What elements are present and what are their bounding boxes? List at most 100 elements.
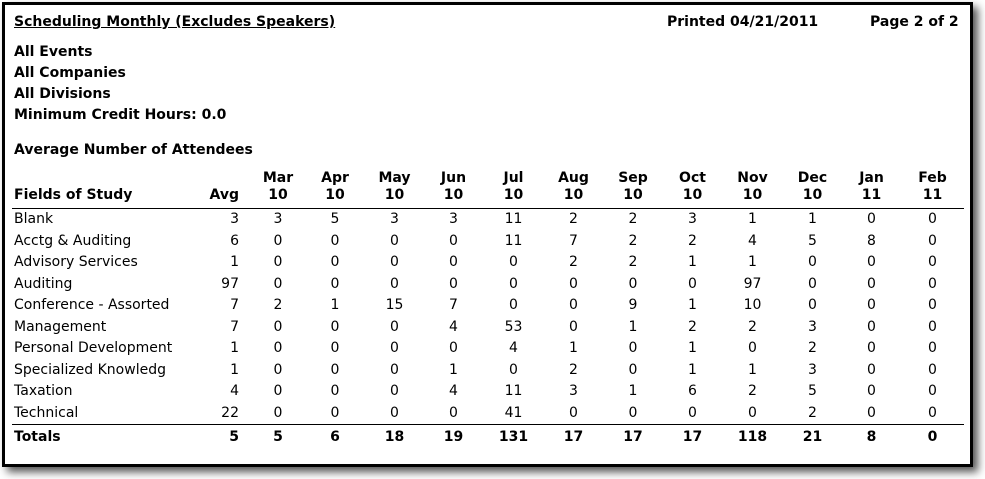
- month-value-cell: 2: [569, 254, 578, 271]
- month-value-cell: 1: [628, 318, 638, 335]
- table-row: Acctg & Auditing 6 0 0 0 0 11 7 2 2 4 5 8 0: [12, 231, 964, 253]
- attendees-table: Fields of Study Avg Mar 10 Apr 10 May 10 Jun 10…: [12, 168, 964, 449]
- month-value-cell: 0: [390, 404, 399, 421]
- month-value-cell: 5: [808, 383, 817, 400]
- month-value-cell: 1: [449, 361, 458, 378]
- col-header-month: Dec 10: [783, 168, 842, 209]
- month-value-cell: 1: [569, 340, 578, 357]
- month-value-cell: 4: [509, 340, 518, 357]
- month-value-cell: 10: [743, 297, 762, 314]
- month-value-cell: 0: [330, 340, 340, 357]
- year-label: 10: [443, 187, 464, 203]
- month-value-cell: 0: [688, 275, 697, 292]
- month-value-cell: 3: [688, 211, 697, 228]
- avg-cell: 3: [230, 211, 239, 228]
- month-label: Nov: [737, 170, 768, 186]
- month-value-cell: 1: [688, 297, 697, 314]
- field-of-study: Auditing: [14, 275, 73, 292]
- field-of-study: Specialized Knowledg: [14, 361, 166, 378]
- month-value-cell: 0: [688, 404, 697, 421]
- totals-label: Totals: [12, 424, 187, 449]
- month-value-cell: 2: [808, 404, 817, 421]
- month-value-cell: 3: [569, 383, 578, 400]
- month-value-cell: 41: [504, 404, 523, 421]
- avg-cell: 5: [187, 424, 251, 449]
- month-value-cell: 2: [628, 232, 638, 249]
- month-value-cell: 4: [449, 383, 458, 400]
- field-of-study: Personal Development: [14, 340, 173, 357]
- month-value-cell: 0: [390, 275, 399, 292]
- month-value-cell: 17: [663, 424, 722, 449]
- table-row: Management 7 0 0 0 4 53 0 1 2 2 3 0 0: [12, 317, 964, 339]
- month-value-cell: 2: [748, 318, 757, 335]
- month-value-cell: 0: [928, 254, 937, 271]
- table-row: Personal Development 1 0 0 0 0 4 1 0 1 0 2 0 0: [12, 338, 964, 360]
- field-of-study: Taxation: [14, 383, 73, 400]
- section-heading: Average Number of Attendees: [14, 142, 253, 158]
- month-value-cell: 0: [390, 232, 399, 249]
- month-value-cell: 0: [808, 254, 817, 271]
- month-value-cell: 3: [808, 318, 817, 335]
- month-value-cell: 11: [504, 211, 523, 228]
- filter-list: All Events All Companies All Divisions M…: [14, 42, 226, 126]
- month-value-cell: 0: [808, 297, 817, 314]
- month-value-cell: 2: [688, 318, 697, 335]
- month-value-cell: 2: [628, 211, 638, 228]
- month-value-cell: 2: [688, 232, 697, 249]
- field-of-study: Blank: [14, 211, 54, 228]
- month-value-cell: 0: [449, 340, 458, 357]
- year-label: 10: [268, 187, 288, 203]
- month-value-cell: 0: [628, 361, 638, 378]
- year-label: 10: [802, 187, 823, 203]
- month-value-cell: 97: [743, 275, 762, 292]
- month-value-cell: 0: [330, 361, 340, 378]
- month-value-cell: 0: [867, 340, 876, 357]
- month-value-cell: 0: [390, 318, 399, 335]
- month-value-cell: 0: [748, 404, 757, 421]
- month-value-cell: 0: [330, 275, 340, 292]
- month-label: Aug: [558, 170, 589, 186]
- col-header-month: Jan 11: [842, 168, 901, 209]
- field-of-study: Advisory Services: [14, 254, 138, 271]
- month-value-cell: 0: [569, 297, 578, 314]
- col-header-month: Jun 10: [424, 168, 483, 209]
- month-value-cell: 15: [385, 297, 404, 314]
- month-value-cell: 1: [748, 211, 757, 228]
- avg-cell: 4: [230, 383, 239, 400]
- month-value-cell: 0: [867, 361, 876, 378]
- col-header-avg: Avg: [187, 168, 251, 209]
- month-value-cell: 19: [424, 424, 483, 449]
- year-label: 10: [325, 187, 345, 203]
- month-value-cell: 0: [273, 361, 283, 378]
- month-value-cell: 0: [867, 254, 876, 271]
- month-value-cell: 0: [449, 404, 458, 421]
- filter-events: All Events: [14, 44, 93, 60]
- month-value-cell: 17: [544, 424, 603, 449]
- month-label: Sep: [618, 170, 648, 186]
- month-value-cell: 0: [390, 361, 399, 378]
- year-label: 11: [861, 187, 882, 203]
- month-value-cell: 0: [569, 318, 578, 335]
- avg-cell: 6: [230, 232, 239, 249]
- month-value-cell: 5: [808, 232, 817, 249]
- month-value-cell: 0: [509, 275, 518, 292]
- month-value-cell: 0: [928, 383, 937, 400]
- table-row: Technical 22 0 0 0 0 41 0 0 0 0 2 0 0: [12, 403, 964, 425]
- month-value-cell: 0: [628, 275, 638, 292]
- totals-row: Totals 5 5 6 18 19 131 17 17 17 118 21 8 0: [12, 424, 964, 449]
- month-value-cell: 6: [305, 424, 365, 449]
- month-value-cell: 5: [330, 211, 340, 228]
- month-value-cell: 0: [390, 383, 399, 400]
- month-value-cell: 21: [783, 424, 842, 449]
- month-value-cell: 0: [390, 254, 399, 271]
- month-value-cell: 6: [688, 383, 697, 400]
- month-value-cell: 2: [628, 254, 638, 271]
- month-value-cell: 4: [748, 232, 757, 249]
- month-value-cell: 1: [688, 340, 697, 357]
- month-label: Jun: [440, 170, 467, 186]
- field-of-study: Acctg & Auditing: [14, 232, 132, 249]
- month-value-cell: 0: [509, 297, 518, 314]
- month-value-cell: 7: [569, 232, 578, 249]
- month-label: May: [378, 170, 411, 186]
- month-value-cell: 1: [808, 211, 817, 228]
